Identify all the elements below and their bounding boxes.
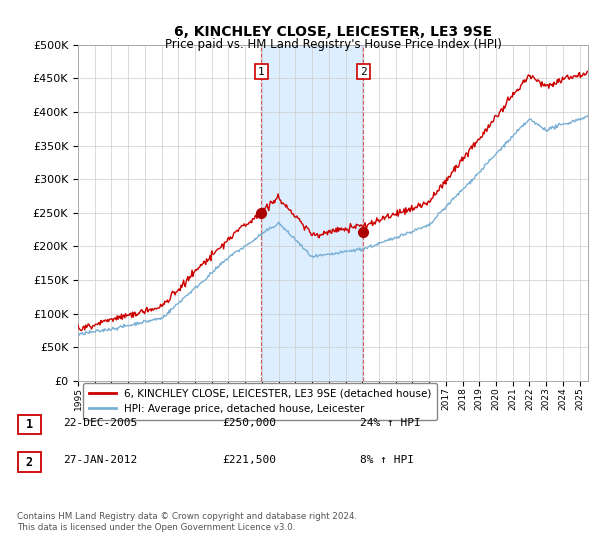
Text: Contains HM Land Registry data © Crown copyright and database right 2024.
This d: Contains HM Land Registry data © Crown c…: [17, 512, 357, 532]
Text: 24% ↑ HPI: 24% ↑ HPI: [360, 418, 421, 428]
Bar: [262, 45, 364, 381]
Text: £250,000: £250,000: [222, 418, 276, 428]
Text: 22-DEC-2005: 22-DEC-2005: [63, 418, 137, 428]
Text: 8% ↑ HPI: 8% ↑ HPI: [360, 455, 414, 465]
Text: 1: 1: [26, 418, 33, 431]
Legend: 6, KINCHLEY CLOSE, LEICESTER, LE3 9SE (detached house), HPI: Average price, deta: 6, KINCHLEY CLOSE, LEICESTER, LE3 9SE (d…: [83, 382, 437, 421]
Text: 2: 2: [360, 67, 367, 77]
Text: 27-JAN-2012: 27-JAN-2012: [63, 455, 137, 465]
Text: Price paid vs. HM Land Registry's House Price Index (HPI): Price paid vs. HM Land Registry's House …: [164, 38, 502, 51]
Text: 2: 2: [26, 455, 33, 469]
Text: 1: 1: [258, 67, 265, 77]
Text: £221,500: £221,500: [222, 455, 276, 465]
Text: 6, KINCHLEY CLOSE, LEICESTER, LE3 9SE: 6, KINCHLEY CLOSE, LEICESTER, LE3 9SE: [174, 25, 492, 39]
